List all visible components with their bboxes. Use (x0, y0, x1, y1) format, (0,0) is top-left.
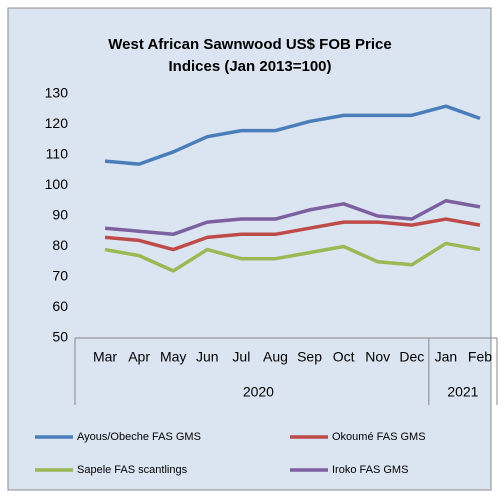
x-tick-label: Aug (263, 349, 288, 365)
legend-label: Sapele FAS scantlings (77, 464, 188, 476)
y-tick-label: 60 (52, 298, 68, 314)
y-tick-label: 130 (45, 85, 69, 101)
y-tick-label: 90 (52, 207, 68, 223)
chart-title: Indices (Jan 2013=100) (168, 58, 331, 75)
x-tick-label: Mar (93, 349, 117, 365)
y-tick-label: 50 (52, 329, 68, 345)
y-tick-label: 70 (52, 268, 68, 284)
y-tick-label: 120 (45, 115, 69, 131)
chart-background (7, 7, 492, 491)
series-line (104, 199, 481, 237)
series-line (104, 217, 481, 252)
x-tick-label: Apr (128, 349, 150, 365)
x-tick-label: Jun (196, 349, 219, 365)
y-tick-label: 100 (45, 176, 69, 192)
series-line (104, 104, 481, 166)
legend-label: Iroko FAS GMS (332, 464, 408, 476)
chart-title: West African Sawnwood US$ FOB Price (108, 36, 391, 53)
legend-label: Ayous/Obeche FAS GMS (77, 431, 201, 443)
x-tick-label: Sep (297, 349, 322, 365)
x-tick-label: Feb (468, 349, 492, 365)
x-group-label: 2020 (243, 384, 274, 400)
series-line (104, 241, 481, 273)
x-tick-label: Oct (333, 349, 355, 365)
x-group-label: 2021 (447, 384, 478, 400)
y-tick-label: 110 (46, 146, 69, 162)
x-tick-label: May (160, 349, 186, 365)
x-tick-label: Jul (232, 349, 250, 365)
y-tick-label: 80 (52, 237, 68, 253)
x-tick-label: Jan (435, 349, 458, 365)
legend-label: Okoumé FAS GMS (332, 431, 426, 443)
x-tick-label: Dec (399, 349, 424, 365)
x-tick-label: Nov (365, 349, 390, 365)
